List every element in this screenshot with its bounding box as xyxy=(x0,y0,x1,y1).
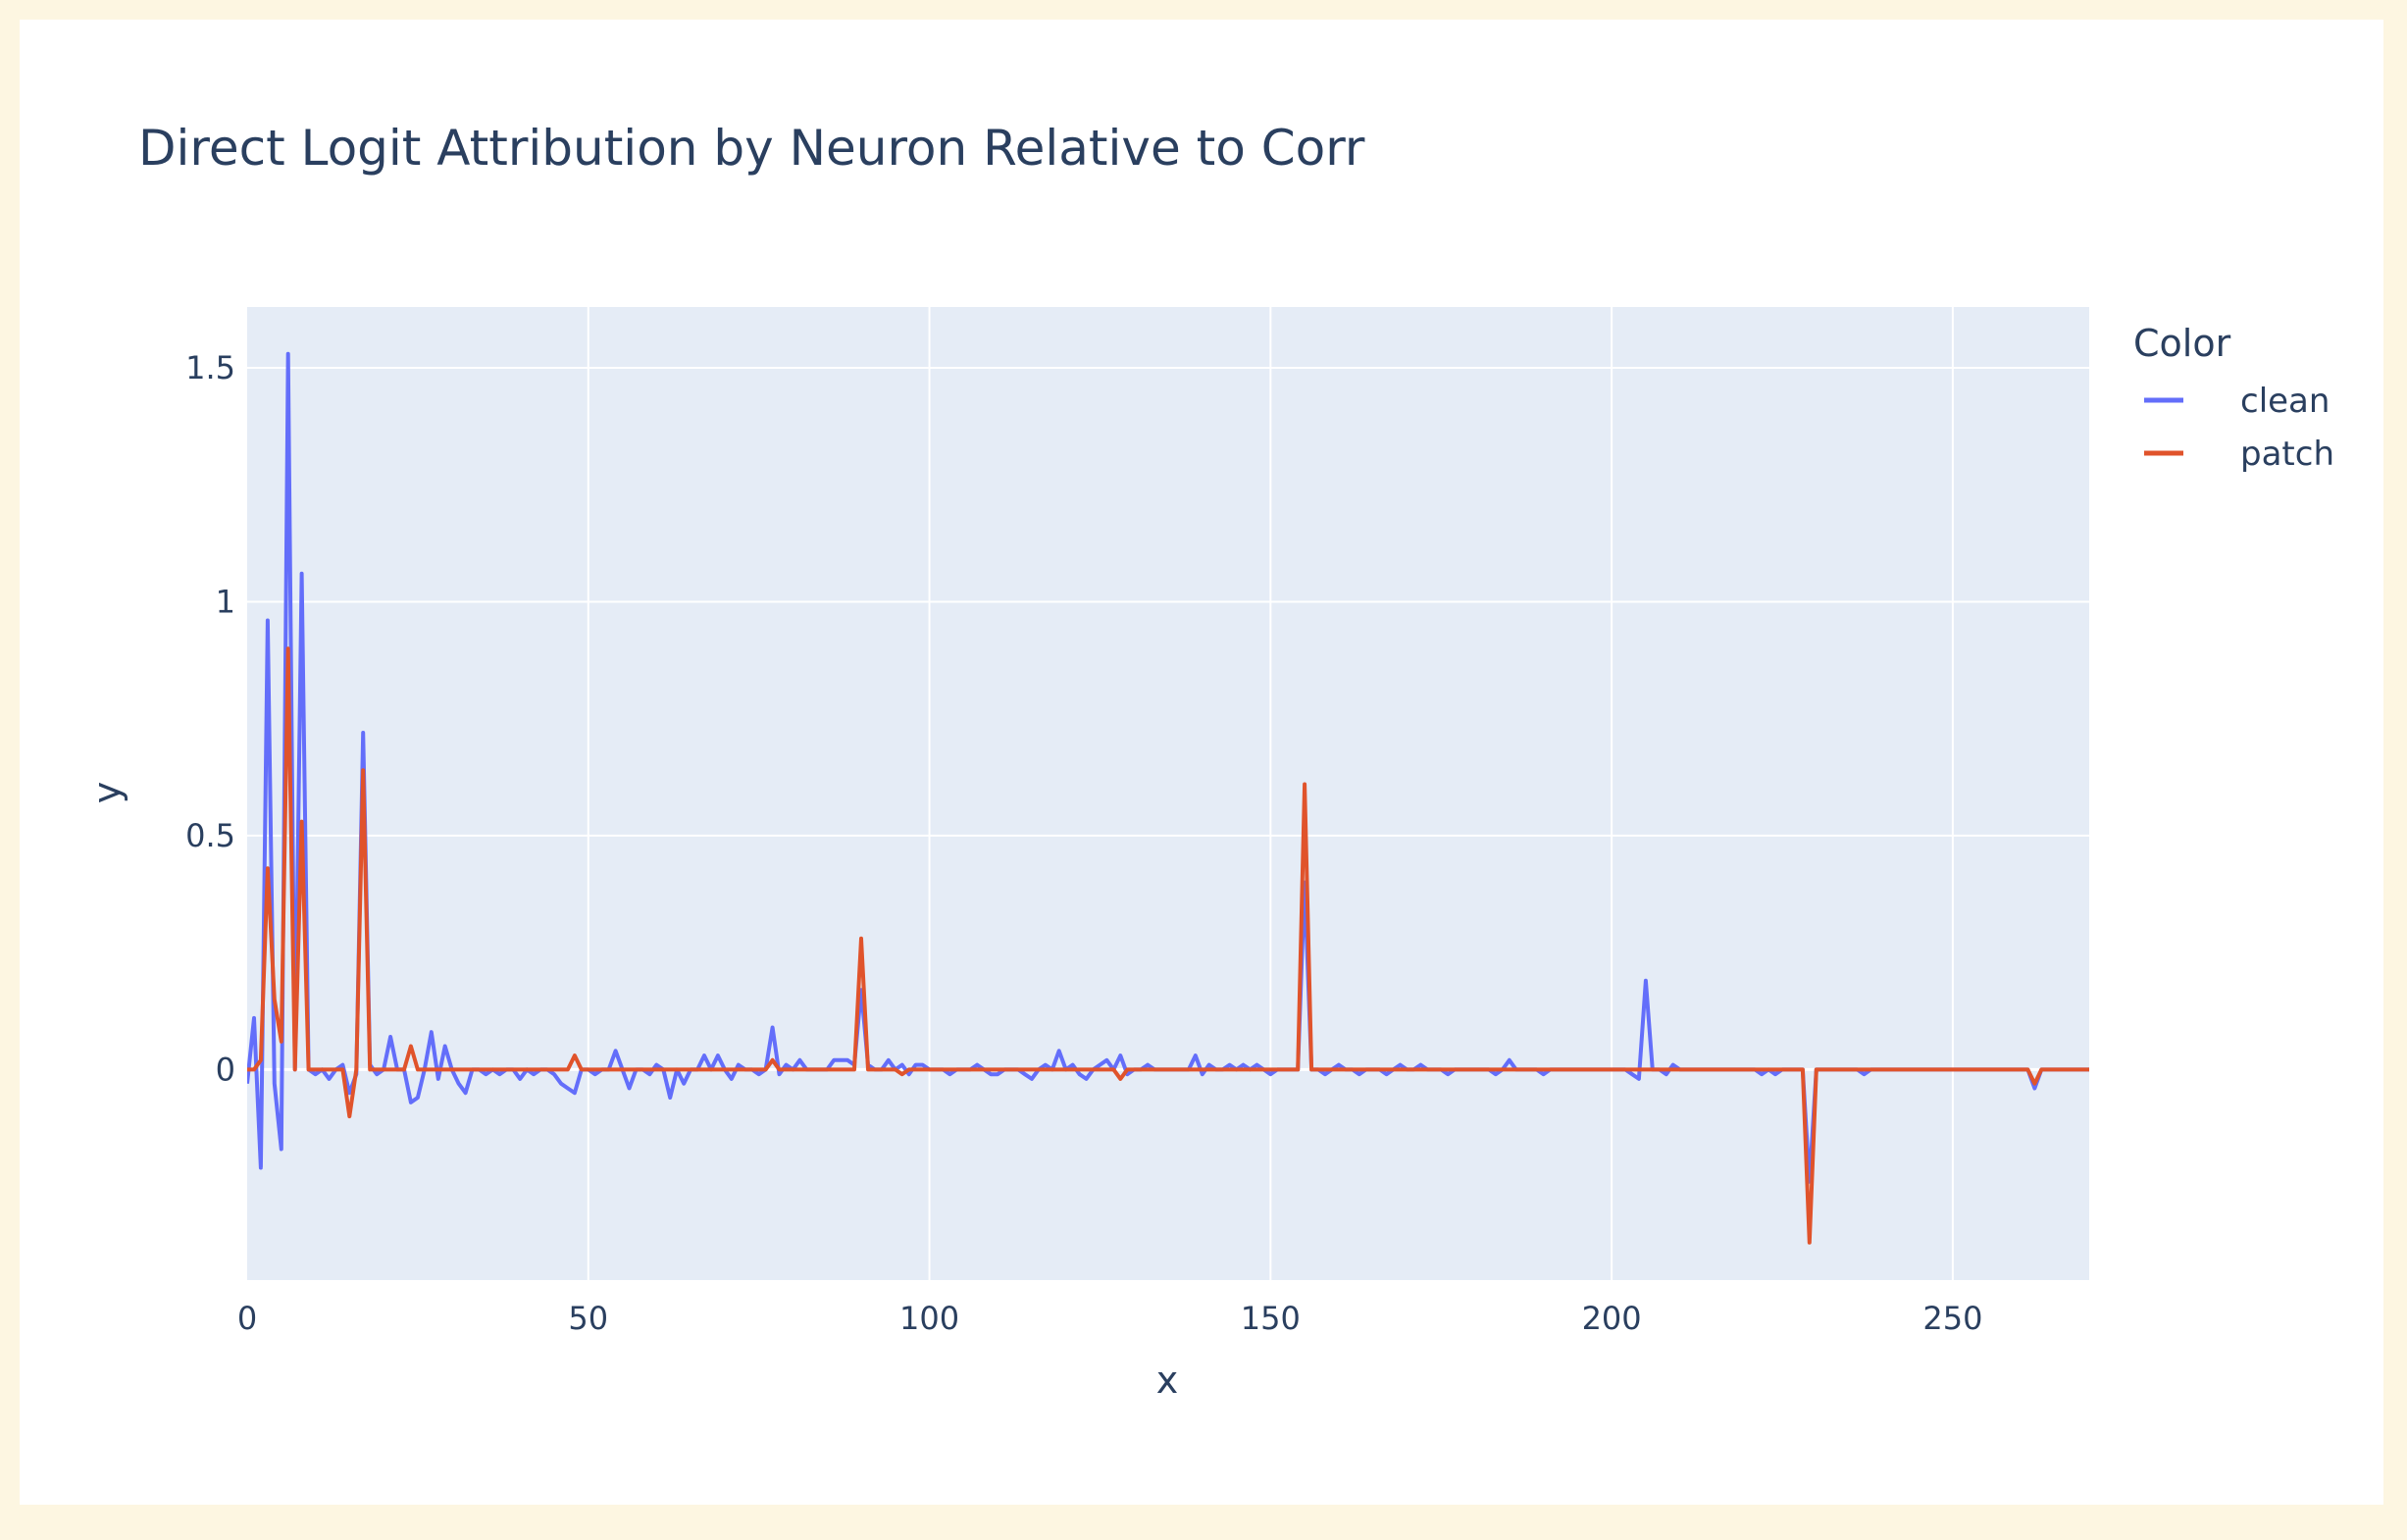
legend-item-patch[interactable]: patch xyxy=(2144,435,2334,474)
legend-label: clean xyxy=(2240,382,2330,421)
legend-item-clean[interactable]: clean xyxy=(2144,382,2330,421)
y-tick-label: 1 xyxy=(216,583,235,620)
legend-items: clean patch xyxy=(2144,382,2334,474)
y-tick-label: 0 xyxy=(216,1051,235,1088)
y-axis-ticks: 0 0.5 1 1.5 xyxy=(185,349,235,1088)
x-axis-title: x xyxy=(1156,1359,1179,1402)
legend-label: patch xyxy=(2240,435,2334,474)
series-layer xyxy=(247,351,2089,1245)
plot-area xyxy=(247,307,2089,1280)
legend: Color clean patch xyxy=(2133,322,2334,474)
x-tick-label: 150 xyxy=(1241,1300,1301,1337)
x-tick-label: 50 xyxy=(568,1300,608,1337)
x-axis-ticks: 0 50 100 150 200 250 xyxy=(237,1300,1983,1337)
x-tick-label: 0 xyxy=(237,1300,257,1337)
y-tick-label: 1.5 xyxy=(185,349,235,386)
y-axis-title: y xyxy=(85,782,128,804)
legend-title: Color xyxy=(2133,322,2231,365)
x-tick-label: 250 xyxy=(1922,1300,1982,1337)
x-tick-label: 100 xyxy=(899,1300,959,1337)
series-line-patch xyxy=(247,646,2089,1245)
chart-title: Direct Logit Attribution by Neuron Relat… xyxy=(138,120,1365,177)
y-tick-label: 0.5 xyxy=(185,817,235,854)
x-tick-label: 200 xyxy=(1582,1300,1642,1337)
